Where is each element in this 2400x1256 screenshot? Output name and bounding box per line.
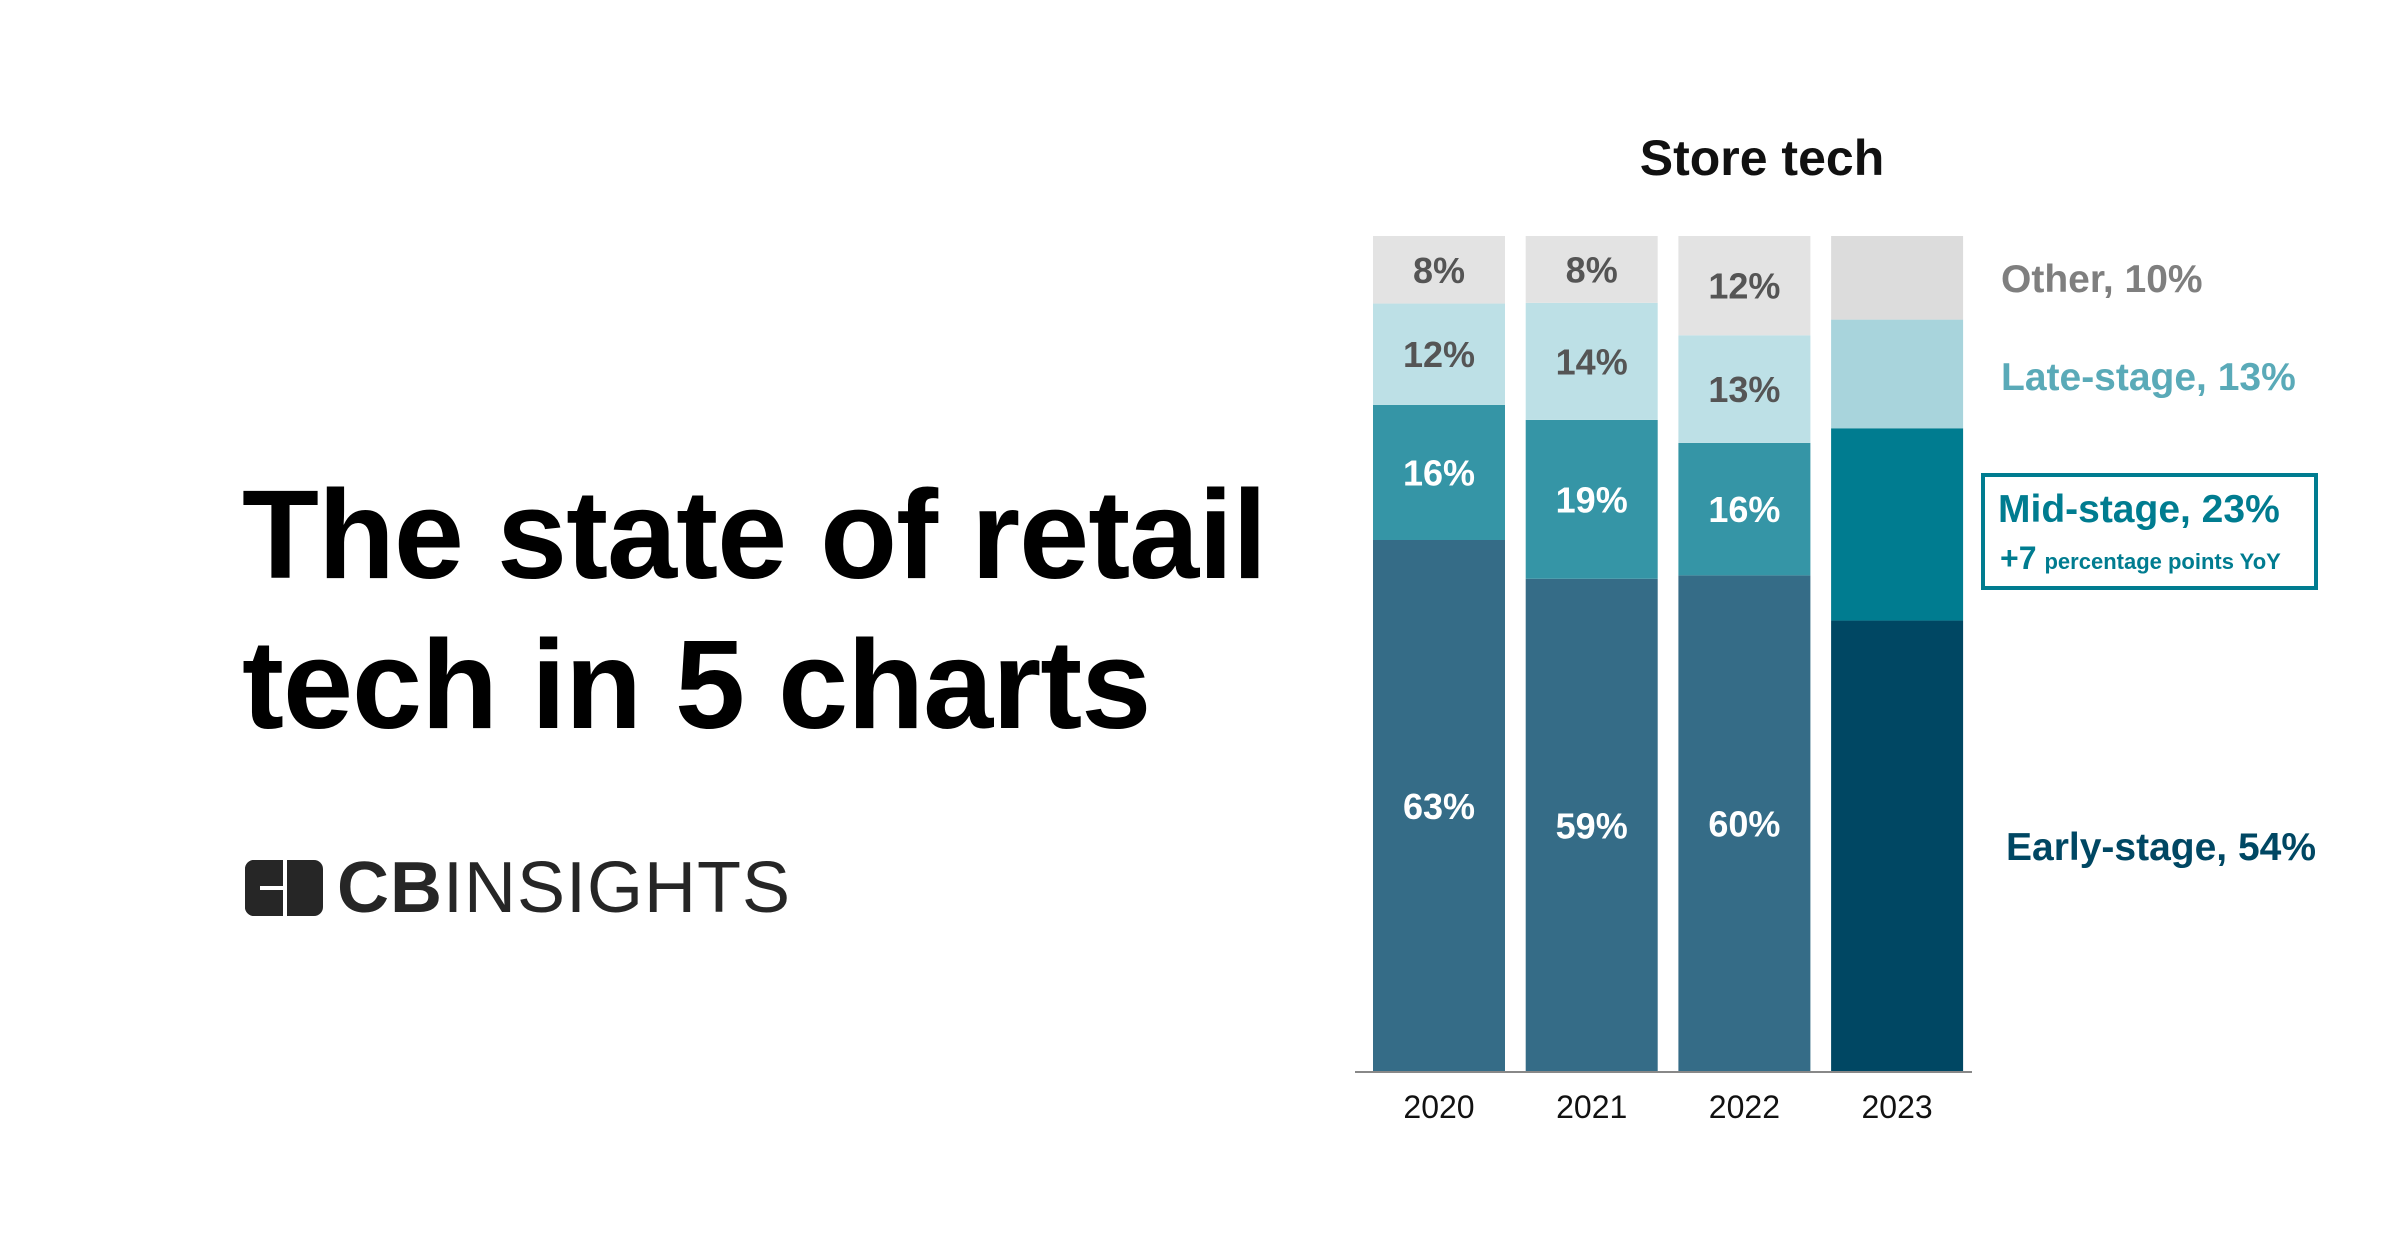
headline-line-2: tech in 5 charts [242,614,1151,755]
legend-label: Early-stage, 54% [2006,826,2316,869]
bar-segment-other-2022 [1678,236,1811,336]
data-label: 16% [1708,489,1780,530]
data-label: 60% [1708,804,1780,845]
bar-segment-late-stage-2022 [1678,335,1811,443]
bar-segment-mid-stage-2021 [1525,419,1658,579]
data-label: 19% [1556,479,1628,520]
cb-insights-logo: CBINSIGHTS [245,852,791,924]
bar-segment-early-stage-2020 [1373,540,1505,1072]
legend-label: Late-stage, 13% [2001,356,2296,399]
logo-text-light: INSIGHTS [443,848,792,928]
bar-segment-late-stage-2020 [1373,303,1505,405]
legend-note-strong: +7 [2000,540,2036,576]
legend-note: +7 percentage points YoY [2000,540,2281,576]
data-label: 14% [1556,341,1628,382]
bar-segment-other-2023 [1831,236,1964,320]
data-label: 63% [1403,786,1475,827]
bar-segment-early-stage-2023 [1831,620,1964,1072]
data-label: 16% [1403,452,1475,493]
headline: The state of retail tech in 5 charts [242,460,1267,760]
x-tick-label: 2021 [1556,1089,1627,1125]
logo-text-bold: CB [337,848,443,928]
x-tick-label: 2022 [1709,1089,1780,1125]
bar-segment-mid-stage-2023 [1831,428,1964,621]
headline-line-1: The state of retail [242,464,1267,605]
bar-segment-early-stage-2021 [1525,578,1658,1072]
bar-segment-mid-stage-2022 [1678,442,1811,576]
data-label: 12% [1403,334,1475,375]
legend-label: Mid-stage, 23% [1998,488,2280,531]
cb-insights-logo-icon [245,860,323,916]
data-label: 13% [1708,369,1780,410]
bar-segment-other-2021 [1525,236,1658,303]
bar-segment-mid-stage-2020 [1373,404,1505,540]
legend-note-text: percentage points YoY [2044,549,2281,574]
bar-segment-late-stage-2021 [1525,302,1658,420]
data-label: 8% [1566,249,1618,290]
x-tick-label: 2020 [1403,1089,1474,1125]
bar-segment-early-stage-2022 [1678,575,1811,1072]
chart-title: Store tech [1640,130,1885,186]
data-label: 12% [1708,266,1780,307]
x-tick-label: 2023 [1862,1089,1933,1125]
legend-label: Other, 10% [2001,258,2203,301]
data-label: 8% [1413,250,1465,291]
legend-highlight-box [1981,473,2318,590]
data-label: 59% [1556,805,1628,846]
bar-segment-late-stage-2023 [1831,319,1964,429]
bar-segment-other-2020 [1373,236,1505,304]
